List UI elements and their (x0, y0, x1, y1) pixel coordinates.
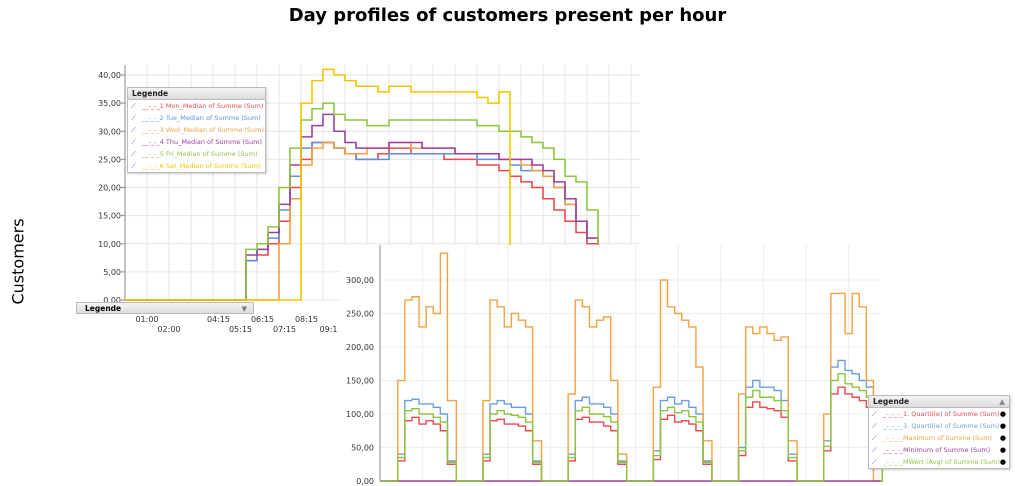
y-tick-label: 25,00 (98, 155, 121, 164)
line-chart-icon: ⟋ (872, 410, 877, 418)
legend-item[interactable]: ⟋ _-_-_-_Minimum of Summe (Sum) ● (869, 444, 1009, 456)
line-chart-icon: ⟋ (131, 138, 136, 146)
x-tick-label: 02:00 (157, 325, 180, 334)
legend-item[interactable]: ⟋ _-_-_-_1. Quartil(e) of Summe (Sum) ● (869, 408, 1009, 420)
legend-label: _-_-_-_Minimum of Summe (Sum) (883, 446, 991, 454)
legend-label: _-_-_-_Maximum of Summe (Sum) (883, 434, 993, 442)
y-tick-label: 35,00 (98, 99, 121, 108)
visibility-eye-icon[interactable]: ● (999, 410, 1006, 418)
y-tick-label: 15,00 (98, 212, 121, 221)
y-tick-label: 250,00 (346, 310, 374, 319)
x-tick-label: 06:15 (251, 315, 274, 324)
x-tick-label: 08:15 (295, 315, 318, 324)
series-line-5 (380, 373, 884, 482)
y-tick-label: 150,00 (346, 377, 374, 386)
y-tick-label: 5,00 (103, 268, 121, 277)
y-tick-label: 30,00 (98, 127, 121, 136)
legend-item[interactable]: ⟋ __-_-_5 Fri_Median of Summe (Sum) (128, 148, 265, 160)
y-tick-label: 0,00 (103, 296, 121, 305)
legend-label: _-_-_-_3. Quartil(e) of Summe (Sum) (883, 422, 1000, 430)
legend-header[interactable]: Legende (128, 88, 265, 100)
collapsed-legend-bar[interactable]: Legende ▼ (76, 302, 254, 314)
y-tick-label: 50,00 (351, 444, 374, 453)
x-tick-label: 07:15 (273, 325, 296, 334)
series-line-4 (125, 113, 609, 301)
y-tick-label: 10,00 (98, 240, 121, 249)
chart-title: Day profiles of customers present per ho… (288, 5, 727, 26)
line-chart-icon: ⟋ (872, 422, 877, 430)
x-tick-label: 09:1 (320, 325, 338, 334)
legend-item[interactable]: ⟋ __-_-_2 Tue_Median of Summe (Sum) (128, 112, 265, 124)
legend-label: __-_-_1 Mon_Median of Summe (Sum) (142, 102, 264, 110)
legend-label: __-_-_3 Wed_Median of Summe (Sum) (142, 126, 264, 134)
legend-bar-label: Legende (85, 304, 122, 313)
legend-item[interactable]: ⟋ __-_-_1 Mon_Median of Summe (Sum) (128, 100, 265, 112)
line-chart-icon: ⟋ (131, 114, 136, 122)
line-chart-icon: ⟋ (131, 126, 136, 134)
line-chart-icon: ⟋ (872, 434, 877, 442)
y-tick-label: 100,00 (346, 410, 374, 419)
legend-label: __-_-_5 Fri_Median of Summe (Sum) (142, 150, 258, 158)
collapse-icon[interactable]: ▲ (999, 397, 1005, 406)
legend-header[interactable]: Legende ▲ (869, 396, 1009, 408)
line-chart-icon: ⟋ (872, 446, 877, 454)
visibility-eye-icon[interactable]: ● (999, 422, 1006, 430)
legend-title: Legende (873, 397, 910, 406)
visibility-eye-icon[interactable]: ● (999, 446, 1006, 454)
y-tick-label: 20,00 (98, 184, 121, 193)
visibility-eye-icon[interactable]: ● (999, 458, 1006, 466)
y-tick-label: 300,00 (346, 276, 374, 285)
visibility-eye-icon[interactable]: ● (999, 434, 1006, 442)
legend-label: __-_-_2 Tue_Median of Summe (Sum) (142, 114, 261, 122)
legend-item[interactable]: ⟋ _-_-_-_MWert (Avg) of Summe (Sum) ● (869, 456, 1009, 468)
y-tick-label: 200,00 (346, 343, 374, 352)
legend-label: _-_-_-_1. Quartil(e) of Summe (Sum) (883, 410, 1000, 418)
legend-label: __-_-_4 Thu_Median of Summe (Sum) (142, 138, 263, 146)
y-tick-label: 40,00 (98, 71, 121, 80)
x-tick-label: 05:15 (229, 325, 252, 334)
x-tick-label: 04:15 (207, 315, 230, 324)
x-tick-label: 01:00 (135, 315, 158, 324)
legend-item[interactable]: ⟋ _-_-_-_3. Quartil(e) of Summe (Sum) ● (869, 420, 1009, 432)
top-chart-legend[interactable]: Legende ⟋ __-_-_1 Mon_Median of Summe (Su… (127, 87, 266, 173)
y-tick-label: 0,00 (356, 477, 374, 486)
dropdown-arrow-icon[interactable]: ▼ (241, 305, 247, 313)
legend-item[interactable]: ⟋ __-_-_4 Thu_Median of Summe (Sum) (128, 136, 265, 148)
legend-item[interactable]: ⟋ __-_-_6 Sat_Median of Summe (Sum) (128, 160, 265, 172)
legend-label: __-_-_6 Sat_Median of Summe (Sum) (142, 162, 261, 170)
line-chart-icon: ⟋ (131, 162, 136, 170)
bottom-chart-panel (340, 245, 880, 486)
line-chart-icon: ⟋ (872, 458, 877, 466)
legend-item[interactable]: ⟋ __-_-_3 Wed_Median of Summe (Sum) (128, 124, 265, 136)
bottom-chart-legend[interactable]: Legende ▲ ⟋ _-_-_-_1. Quartil(e) of Summe … (868, 395, 1010, 469)
legend-item[interactable]: ⟋ _-_-_-_Maximum of Summe (Sum) ● (869, 432, 1009, 444)
line-chart-icon: ⟋ (131, 150, 136, 158)
legend-label: _-_-_-_MWert (Avg) of Summe (Sum) (882, 458, 1000, 466)
series-line-5 (125, 102, 609, 301)
line-chart-icon: ⟋ (131, 102, 136, 110)
